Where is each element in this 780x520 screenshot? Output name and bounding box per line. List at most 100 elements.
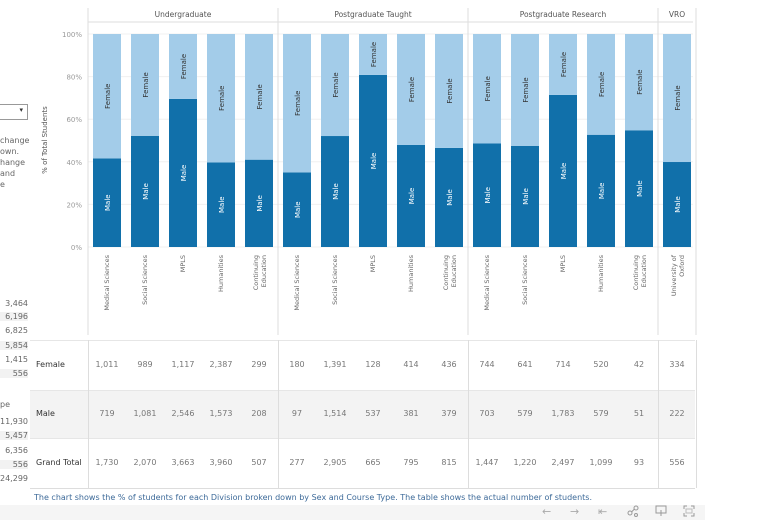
bar-male[interactable] [245, 159, 273, 247]
bar-female[interactable] [663, 34, 691, 163]
table-cell: 641 [517, 360, 533, 369]
table-cell: 714 [555, 360, 571, 369]
bar-label-male: Male [218, 196, 226, 213]
bar-male[interactable] [435, 147, 463, 247]
bar-female[interactable] [473, 34, 501, 144]
table-cell: 507 [251, 458, 267, 467]
bar-female[interactable] [587, 34, 615, 135]
group-header: VRO [669, 10, 685, 19]
group-header: Postgraduate Research [520, 10, 607, 19]
x-tick-label: ContinuingEducation [442, 255, 458, 290]
row-label: Female [36, 360, 65, 369]
bar-male[interactable] [397, 144, 425, 247]
bar-label-male: Male [484, 187, 492, 204]
bar-female[interactable] [511, 34, 539, 146]
bar-label-male: Male [142, 183, 150, 200]
table-cell: 579 [593, 409, 609, 418]
x-tick-label: Medical Sciences [483, 254, 491, 310]
bar-male[interactable] [169, 98, 197, 247]
bar-female[interactable] [625, 34, 653, 131]
bar-female[interactable] [397, 34, 425, 145]
bar-female[interactable] [359, 34, 387, 75]
bar-male[interactable] [625, 130, 653, 247]
bar-label-female: Female [294, 91, 302, 116]
redo-button[interactable]: → [570, 505, 580, 518]
bar-male[interactable] [663, 162, 691, 247]
bar-label-male: Male [446, 189, 454, 206]
bar-male[interactable] [549, 94, 577, 247]
table-cell: 277 [289, 458, 305, 467]
bar-male[interactable] [283, 172, 311, 247]
bar-label-male: Male [598, 183, 606, 200]
table-cell: 3,960 [209, 458, 233, 467]
bar-male[interactable] [207, 162, 235, 247]
table-cell: 719 [99, 409, 115, 418]
left-panel-number: 3,464 [5, 299, 28, 308]
bar-male[interactable] [473, 143, 501, 247]
table-cell: 1,391 [323, 360, 347, 369]
bar-label-male: Male [522, 188, 530, 205]
table-cell: 744 [479, 360, 495, 369]
table-cell: 1,011 [95, 360, 119, 369]
left-panel-text: hange [0, 158, 26, 167]
revert-button[interactable]: ⇤ [598, 505, 608, 518]
table-cell: 436 [441, 360, 457, 369]
table-cell: 222 [669, 409, 685, 418]
x-tick-label: MPLS [179, 255, 187, 272]
table-cell: 208 [251, 409, 267, 418]
x-tick-label: Medical Sciences [103, 254, 111, 310]
bar-male[interactable] [321, 136, 349, 247]
table-divider [278, 340, 279, 488]
x-tick-label: Medical Sciences [293, 254, 301, 310]
bar-female[interactable] [207, 34, 235, 163]
table-cell: 1,117 [171, 360, 195, 369]
left-panel-number: 6,825 [5, 326, 28, 335]
table-cell: 556 [669, 458, 685, 467]
bar-female[interactable] [169, 34, 197, 99]
table-cell: 97 [291, 409, 303, 418]
bar-female[interactable] [283, 34, 311, 173]
stacked-bar-chart: 0% 20% 40% 60% 80% 100% % of Total Students Und… [41, 8, 697, 335]
table-cell: 1,573 [209, 409, 233, 418]
bar-label-female: Female [256, 84, 264, 109]
table-cell: 703 [479, 409, 495, 418]
x-tick-label: University ofOxford [670, 254, 686, 296]
table-cell: 795 [403, 458, 419, 467]
bar-female[interactable] [549, 34, 577, 95]
bar-male[interactable] [587, 134, 615, 247]
table-cell: 537 [365, 409, 381, 418]
bar-male[interactable] [131, 135, 159, 247]
left-panel-number: 11,930 [0, 417, 28, 426]
y-tick-label: 80% [66, 74, 82, 82]
table-cell: 334 [669, 360, 685, 369]
bar-male[interactable] [359, 74, 387, 248]
y-tick-label: 0% [71, 244, 82, 252]
bar-female[interactable] [321, 34, 349, 137]
bar-female[interactable] [93, 34, 121, 159]
bar-male[interactable] [511, 145, 539, 247]
x-tick-label: MPLS [559, 255, 567, 272]
table-cell: 1,447 [475, 458, 499, 467]
table-cell: 1,099 [589, 458, 613, 467]
bar-label-male: Male [180, 165, 188, 182]
y-tick-label: 60% [66, 116, 82, 124]
fullscreen-icon[interactable] [683, 505, 695, 520]
bar-label-female: Female [636, 69, 644, 94]
undo-button[interactable]: ← [542, 505, 552, 518]
download-icon[interactable] [655, 505, 667, 520]
filter-dropdown[interactable]: ▾ [0, 104, 28, 120]
table-divider [468, 340, 469, 488]
share-icon[interactable] [627, 505, 639, 520]
table-cell: 180 [289, 360, 305, 369]
bar-label-female: Female [674, 85, 682, 110]
table-cell: 1,730 [95, 458, 119, 467]
bar-female[interactable] [435, 34, 463, 148]
toolbar: ← → ⇤ [0, 505, 705, 520]
bar-female[interactable] [131, 34, 159, 136]
group-header: Undergraduate [155, 10, 212, 19]
table-row: Grand Total 1,730 2,070 3,663 3,960 507 277 2,9… [30, 438, 695, 489]
y-tick-label: 40% [66, 159, 82, 167]
bar-female[interactable] [245, 34, 273, 160]
table-cell: 42 [633, 360, 645, 369]
bar-male[interactable] [93, 158, 121, 247]
